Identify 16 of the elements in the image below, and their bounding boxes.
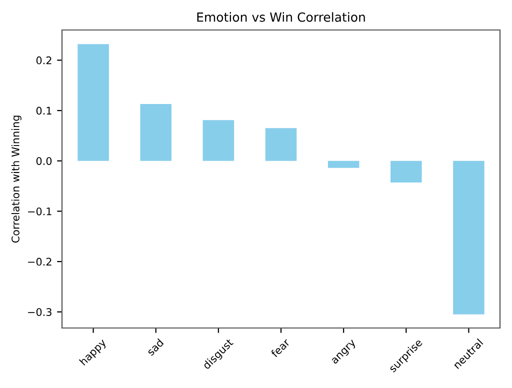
chart-title: Emotion vs Win Correlation <box>197 12 365 22</box>
bar <box>78 44 109 161</box>
y-tick-label: 0.2 <box>36 56 52 64</box>
bar <box>328 160 360 168</box>
y-axis-title: Correlation with Winning <box>11 116 22 243</box>
bar <box>140 104 172 161</box>
y-tick-label: −0.3 <box>28 308 52 316</box>
bar <box>202 120 234 161</box>
bar <box>390 160 422 183</box>
y-tick-label: −0.1 <box>28 207 52 216</box>
y-tick-label: 0.0 <box>36 157 52 165</box>
bar <box>265 128 297 161</box>
bar <box>453 160 484 314</box>
y-tick-label: 0.1 <box>36 106 52 115</box>
x-tick-label: sad <box>146 338 164 356</box>
y-tick-label: −0.2 <box>28 258 52 266</box>
